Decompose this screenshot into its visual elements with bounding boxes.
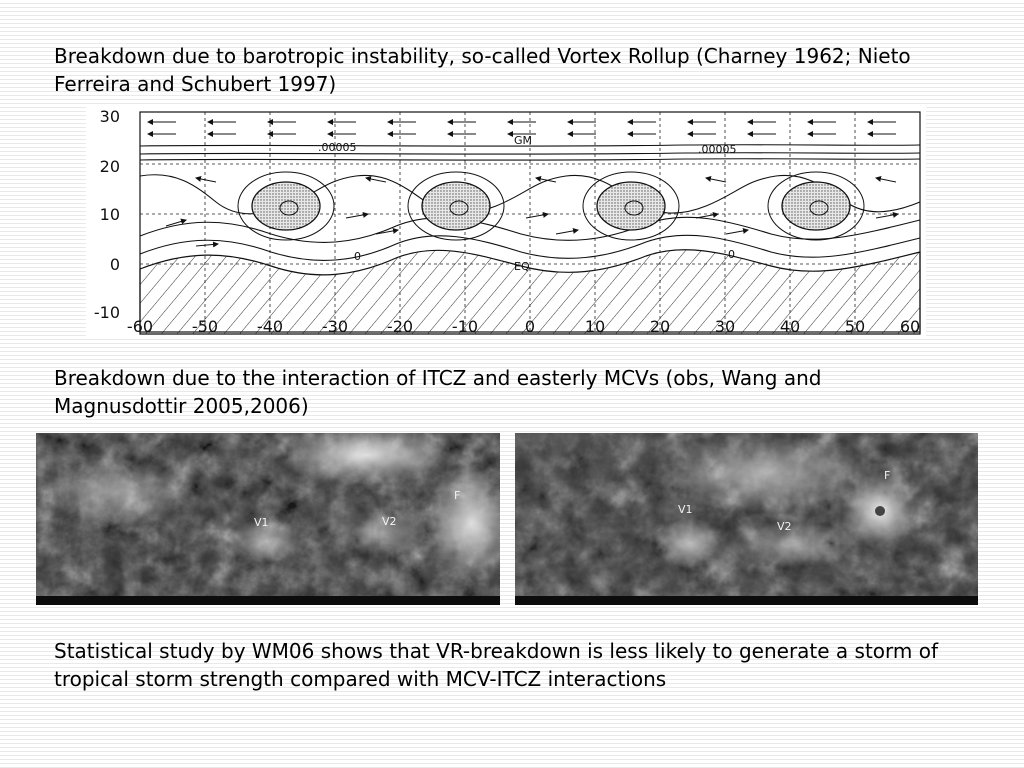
- y-tick-label: 30: [100, 107, 120, 126]
- contour-label: .00005: [698, 143, 737, 156]
- x-tick-label: 10: [585, 317, 605, 336]
- vortex-label-v2: V2: [382, 515, 397, 528]
- contour-label: .00005: [318, 141, 357, 154]
- x-tick-label: -10: [452, 317, 478, 336]
- y-tick-label: 20: [100, 157, 120, 176]
- x-axis-ticks: -60 -50 -40 -30 -20 -10 0 10 20 30 40 50…: [127, 317, 920, 336]
- x-tick-label: 40: [780, 317, 800, 336]
- x-tick-label: 50: [845, 317, 865, 336]
- satellite-image-1: V1 V2 F: [36, 433, 500, 605]
- x-tick-label: 60: [900, 317, 920, 336]
- storm-label-f: F: [884, 469, 891, 482]
- satellite-caption-bar: [36, 596, 500, 605]
- x-tick-label: -50: [192, 317, 218, 336]
- x-tick-label: -30: [322, 317, 348, 336]
- vortex-label-v1: V1: [254, 516, 269, 529]
- easterly-arrows: [147, 119, 896, 137]
- vortex-label-v1: V1: [678, 503, 693, 516]
- paragraph-mcv-itcz: Breakdown due to the interaction of ITCZ…: [54, 366, 822, 418]
- satellite-image-2: V1 V2 F: [515, 433, 978, 605]
- vortices: [237, 171, 865, 241]
- x-tick-label: -20: [387, 317, 413, 336]
- vortex-label-v2: V2: [777, 520, 792, 533]
- storm-label-f: F: [454, 489, 461, 502]
- x-tick-label: -40: [257, 317, 283, 336]
- y-tick-label: 10: [100, 205, 120, 224]
- y-axis-ticks: 30 20 10 0 -10: [94, 107, 120, 322]
- contour-label: EQ: [514, 260, 530, 273]
- vortex-rollup-figure: .00005 GM .00005 0 EQ 0 30 20 10 0 -10 -…: [86, 106, 926, 338]
- y-tick-label: -10: [94, 303, 120, 322]
- paragraph-vortex-rollup: Breakdown due to barotropic instability,…: [54, 44, 911, 96]
- contour-label: 0: [728, 248, 735, 261]
- satellite-caption-bar: [515, 596, 978, 605]
- flow-arrows: [165, 176, 899, 248]
- y-tick-label: 0: [110, 255, 120, 274]
- x-tick-label: 0: [525, 317, 535, 336]
- x-tick-label: 20: [650, 317, 670, 336]
- x-tick-label: -60: [127, 317, 153, 336]
- x-tick-label: 30: [715, 317, 735, 336]
- contour-label: 0: [354, 250, 361, 263]
- paragraph-statistical-study: Statistical study by WM06 shows that VR-…: [54, 639, 939, 691]
- contour-label: GM: [514, 134, 532, 147]
